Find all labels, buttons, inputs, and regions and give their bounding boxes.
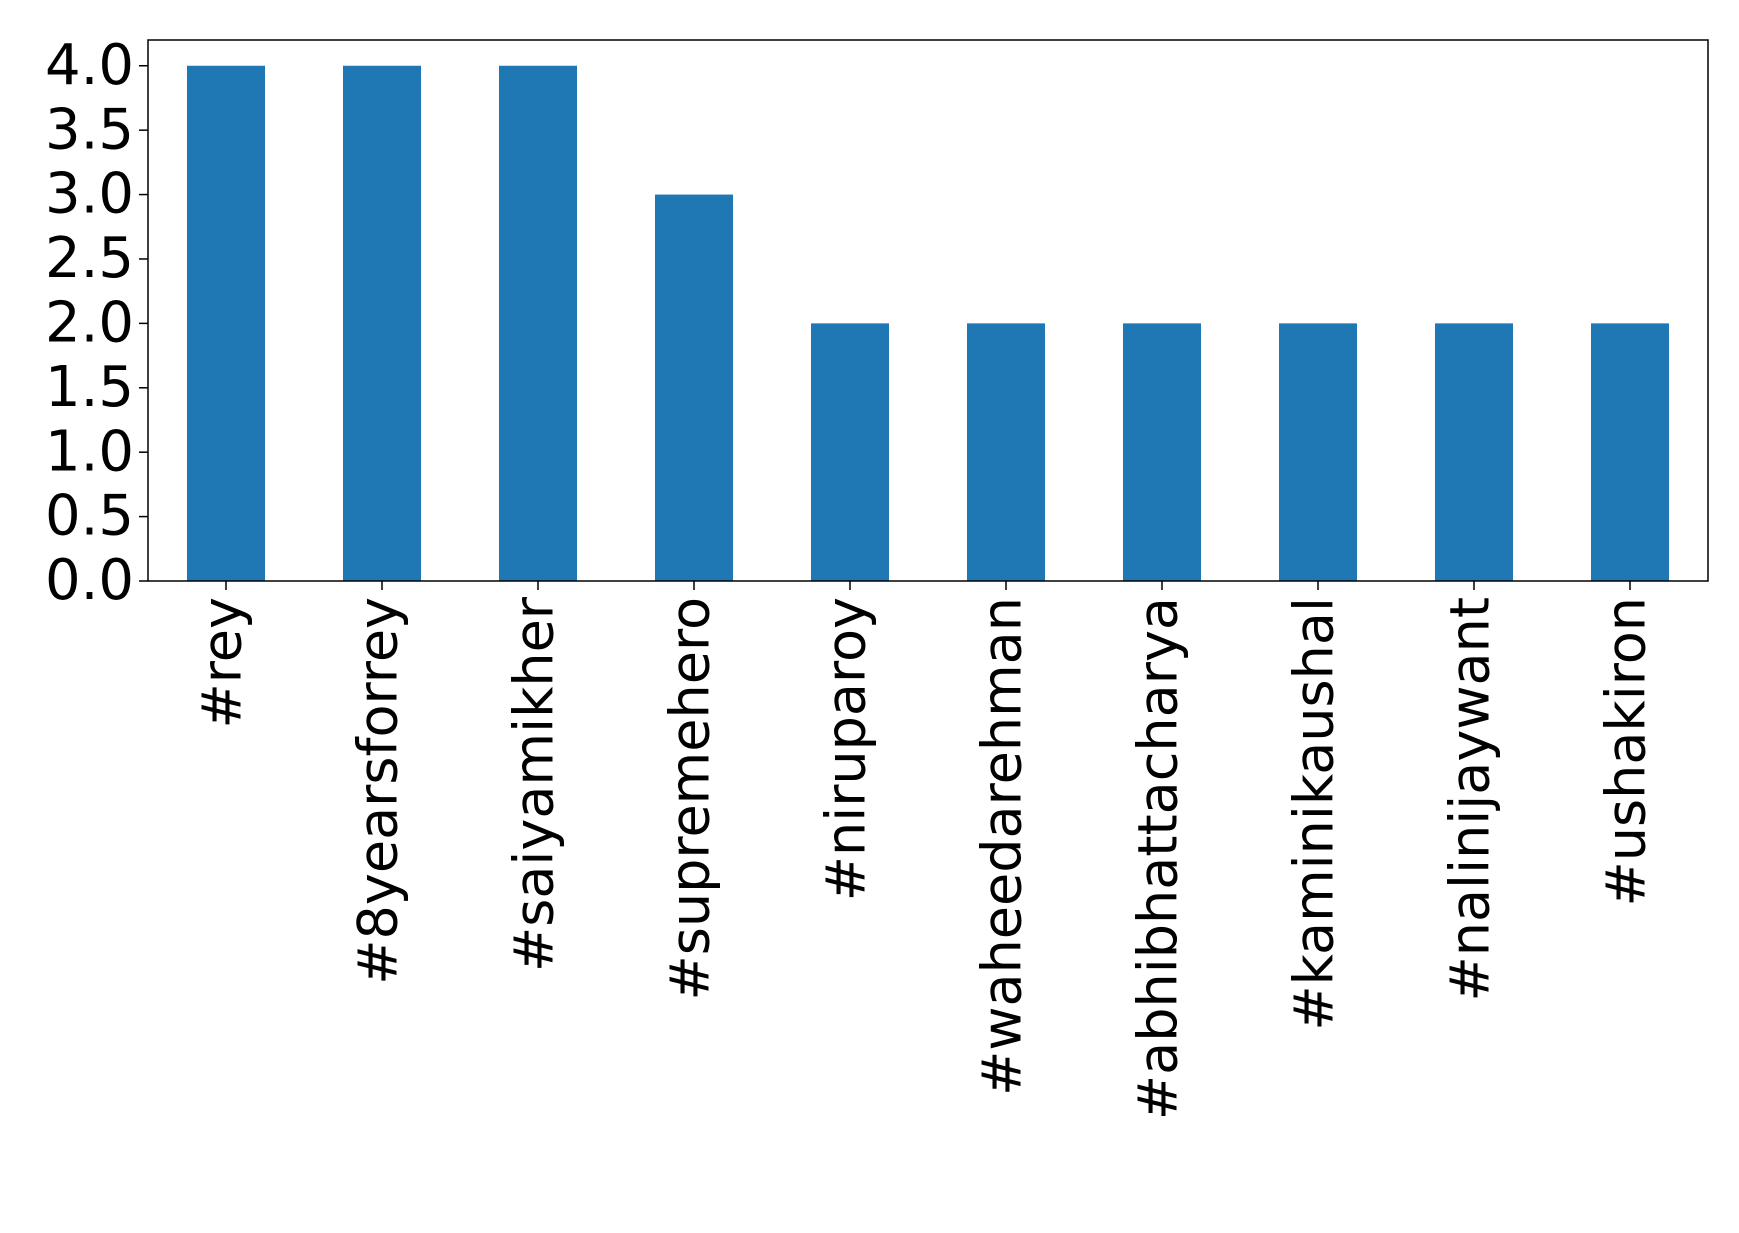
bar — [1123, 323, 1201, 581]
y-tick-label: 2.0 — [45, 291, 134, 356]
bar — [1435, 323, 1513, 581]
x-tick-label: #nalinijaywant — [1439, 597, 1502, 1002]
x-tick-label: #niruparoy — [815, 597, 878, 901]
x-tick-label: #ushakiron — [1595, 597, 1658, 906]
y-tick-label: 2.5 — [45, 226, 134, 291]
y-tick-label: 1.5 — [45, 355, 134, 420]
plot-frame — [147, 39, 1709, 582]
x-tick-label: #saiyamikher — [503, 596, 566, 972]
bar — [655, 194, 733, 582]
x-tick-label: #abhibhattacharya — [1127, 597, 1190, 1120]
bar — [1591, 323, 1669, 581]
y-tick-label: 3.5 — [45, 97, 134, 162]
y-tick-label: 0.0 — [45, 548, 134, 613]
bar — [499, 65, 577, 581]
x-tick-label: #supremehero — [659, 597, 722, 1000]
bar — [967, 323, 1045, 581]
bar — [343, 65, 421, 581]
y-tick-label: 4.0 — [45, 33, 134, 98]
x-tick-label: #kaminikaushal — [1283, 597, 1346, 1031]
bar — [1279, 323, 1357, 581]
y-tick-label: 1.0 — [45, 419, 134, 484]
y-tick-label: 3.0 — [45, 162, 134, 227]
x-tick-label: #rey — [191, 597, 254, 728]
x-tick-label: #waheedarehman — [971, 597, 1034, 1096]
y-tick-label: 0.5 — [45, 484, 134, 549]
bar — [187, 65, 265, 581]
bar — [811, 323, 889, 581]
x-tick-label: #8yearsforrey — [347, 597, 410, 985]
